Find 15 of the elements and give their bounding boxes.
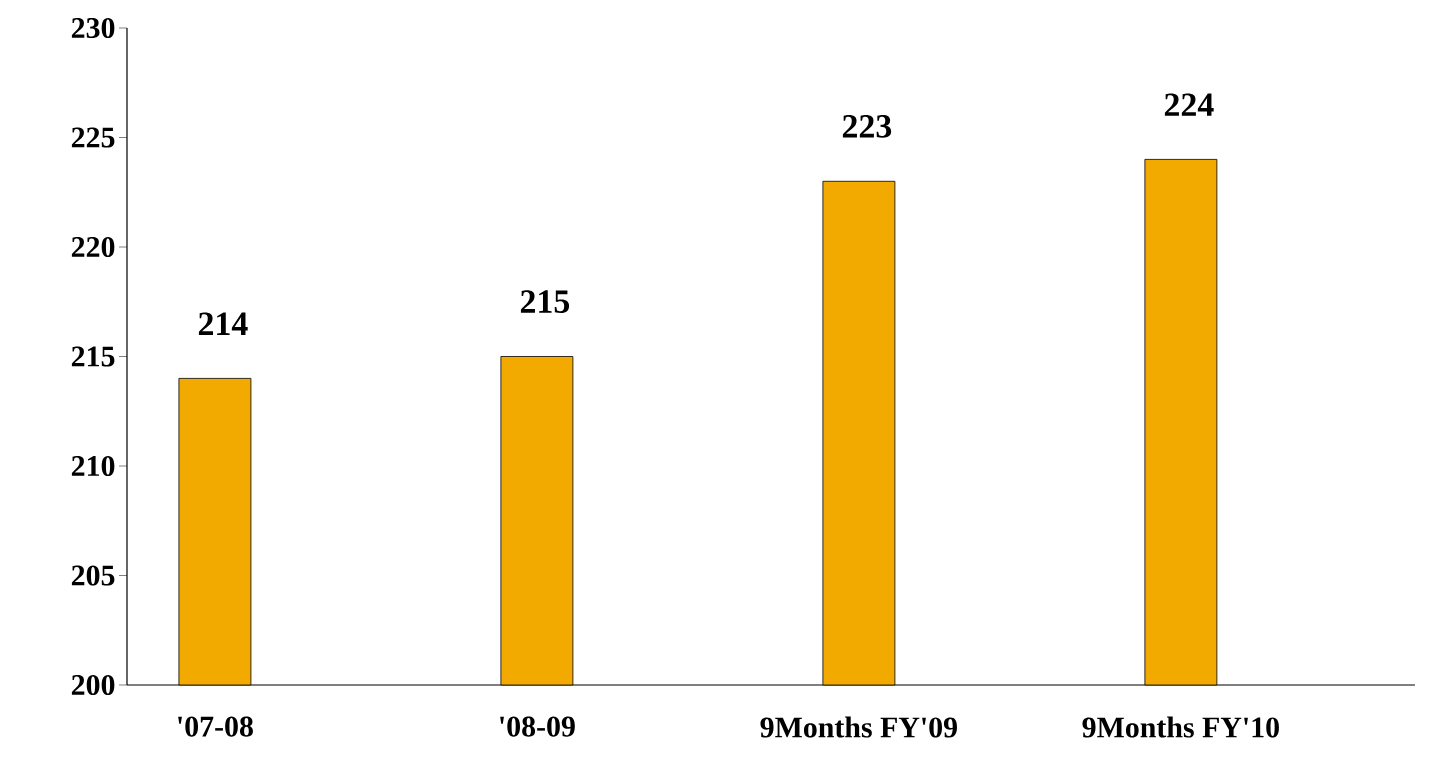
y-tick-label: 220 [71,236,115,258]
y-tick-label: 215 [71,346,115,367]
data-label: 215 [520,290,570,313]
y-tick-label: 200 [71,674,115,696]
x-tick-label: 9Months FY'10 [1082,716,1279,738]
y-tick-label: 230 [71,17,115,39]
x-tick-label: '08-09 [500,716,575,737]
data-label: 223 [842,115,892,138]
y-tick-label: 225 [71,127,115,148]
y-tick-label: 210 [71,455,115,477]
x-tick-label: '07-08 [178,716,253,737]
data-label: 214 [198,312,248,335]
data-label: 224 [1164,93,1214,116]
x-tick-label: 9Months FY'09 [760,716,957,738]
y-tick-label: 205 [71,565,115,586]
